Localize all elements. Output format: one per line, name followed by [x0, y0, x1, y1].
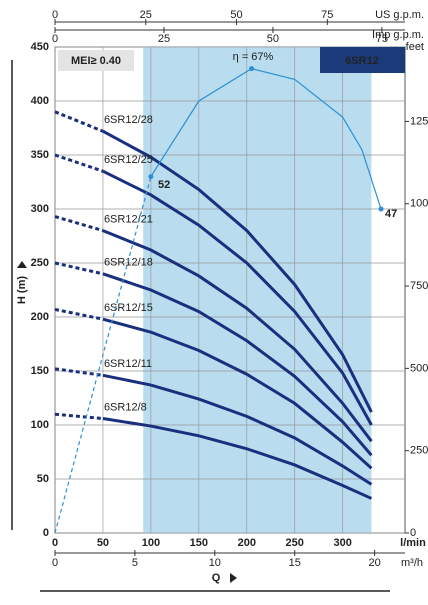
curve-label: 6SR12/28 [104, 114, 153, 126]
curve-extension [54, 307, 104, 321]
y2-label: feet [406, 41, 424, 53]
curve-extension [54, 153, 104, 173]
y2-tick-label: 750 [410, 280, 428, 292]
x-tick-label: 300 [333, 537, 351, 549]
x-tick-label: 250 [286, 537, 304, 549]
y-tick-label: 450 [31, 41, 49, 53]
y-tick-label: 200 [31, 311, 49, 323]
curve-label: 6SR12/25 [104, 154, 153, 166]
curve-extension [54, 215, 104, 233]
curve-extension [54, 367, 104, 377]
curve-extension [54, 412, 104, 421]
efficiency-point [378, 206, 384, 212]
mei-box [58, 50, 134, 71]
curve-extension [54, 110, 104, 133]
annotation: η = 67% [233, 51, 274, 63]
y-tick-label: 250 [31, 257, 49, 269]
y-axis-title: H (m) [16, 276, 28, 304]
x-unit: l/min [400, 537, 426, 549]
top-tick-label: 0 [52, 9, 58, 21]
y2-tick-label: 1000 [410, 198, 428, 210]
y2-tick-label: 250 [410, 445, 428, 457]
efficiency-point [249, 66, 255, 72]
top-tick-label: 50 [267, 33, 279, 45]
x-tick-label: 100 [142, 537, 160, 549]
curve-extension [54, 261, 104, 276]
y2-tick-label: 1250 [410, 115, 428, 127]
bottom2-axis-label: m³/h [401, 557, 423, 569]
y-tick-label: 350 [31, 149, 49, 161]
y-tick-label: 150 [31, 365, 49, 377]
curve-label: 6SR12/8 [104, 401, 147, 413]
y-tick-label: 50 [37, 473, 49, 485]
top-tick-label: 75 [321, 9, 333, 21]
pump-curve [102, 272, 373, 457]
chart-title: 6SR12 [345, 55, 379, 67]
top-axis-label: US g.p.m. [375, 9, 424, 21]
bottom2-tick-label: 15 [289, 557, 301, 569]
pump-curve [102, 169, 373, 426]
x-axis-title: Q [212, 572, 221, 584]
mei-label: MEI≥ 0.40 [71, 55, 121, 67]
y-tick-label: 100 [31, 419, 49, 431]
x-tick-label: 200 [238, 537, 256, 549]
top-tick-label: 25 [140, 9, 152, 21]
efficiency-point [148, 174, 154, 180]
pump-curve [102, 129, 373, 413]
arrow [17, 261, 27, 268]
efficiency-extension [54, 176, 152, 534]
x-tick-label: 150 [190, 537, 208, 549]
y2-tick-label: 0 [410, 527, 416, 539]
top-tick-label: 0 [52, 33, 58, 45]
top-axis-label: Imp g.p.m. [372, 29, 424, 41]
bottom2-tick-label: 5 [132, 557, 138, 569]
curve-label: 6SR12/15 [104, 302, 153, 314]
x-tick-label: 0 [52, 537, 58, 549]
annotation: 52 [158, 179, 170, 191]
bottom2-tick-label: 10 [209, 557, 221, 569]
y2-tick-label: 500 [410, 362, 428, 374]
y-tick-label: 0 [43, 527, 49, 539]
annotation: 47 [385, 208, 397, 220]
top-tick-label: 75 [376, 33, 388, 45]
arrow [230, 573, 237, 583]
pump-curve [102, 229, 373, 443]
bottom2-tick-label: 0 [52, 557, 58, 569]
bottom2-tick-label: 20 [369, 557, 381, 569]
curve-label: 6SR12/18 [104, 257, 153, 269]
efficiency-curve [150, 67, 382, 210]
curve-label: 6SR12/11 [104, 358, 152, 370]
y-tick-label: 300 [31, 203, 49, 215]
shaded-range [143, 47, 372, 533]
title-box [320, 47, 405, 73]
pump-curve [102, 417, 373, 500]
y-tick-label: 400 [31, 95, 49, 107]
pump-curve [102, 317, 373, 470]
top-tick-label: 50 [230, 9, 242, 21]
pump-curve [102, 373, 373, 486]
top-tick-label: 25 [158, 33, 170, 45]
curve-label: 6SR12/21 [104, 214, 153, 226]
x-tick-label: 50 [97, 537, 109, 549]
